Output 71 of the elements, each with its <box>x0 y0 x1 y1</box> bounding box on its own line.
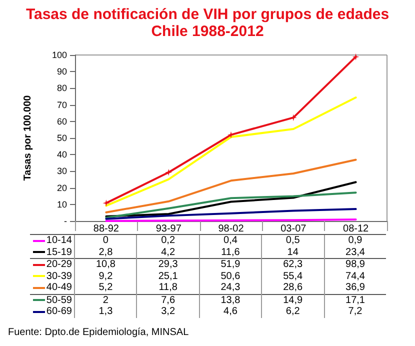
x-tick-label: 03-07 <box>280 224 307 234</box>
data-label: 62,3 <box>262 258 324 270</box>
point <box>290 114 297 122</box>
data-label: 51,9 <box>199 258 262 270</box>
data-label: 29,3 <box>136 258 200 270</box>
line-series <box>105 208 357 220</box>
data-label: 2 <box>74 294 137 306</box>
legend-label: 40-49 <box>45 282 73 294</box>
data-label: 1,3 <box>74 306 137 318</box>
data-label: 2,8 <box>74 246 137 258</box>
y-tick-label: 70 <box>56 100 67 110</box>
data-label: 55,4 <box>262 270 324 282</box>
y-tick-label: 80 <box>56 83 67 94</box>
data-label: 11,6 <box>199 246 262 258</box>
data-label: 0,9 <box>324 234 386 246</box>
legend-label: 60-69 <box>45 306 73 318</box>
chart-subtitle: Chile 1988-2012 <box>151 23 264 40</box>
y-tick-label: 10 <box>56 199 67 210</box>
legend-label: 15-19 <box>45 246 73 258</box>
x-tick-label: 98-02 <box>218 224 244 234</box>
source-note: Fuente: Dpto.de Epidemiología, MINSAL <box>8 327 189 338</box>
data-label: 0 <box>74 234 137 246</box>
data-label: 23,4 <box>324 246 386 258</box>
point <box>228 131 234 138</box>
data-label: 98,9 <box>324 258 386 270</box>
x-tick-label: 88-92 <box>93 224 120 234</box>
data-label: 6,2 <box>262 306 324 318</box>
data-label: 17,1 <box>324 294 386 306</box>
data-label: 74,4 <box>324 270 386 282</box>
data-label: 0,2 <box>136 234 200 246</box>
line-series <box>105 181 357 218</box>
legend-label: 30-39 <box>45 270 73 282</box>
data-label: 3,2 <box>136 306 200 318</box>
data-label: 7,2 <box>324 306 386 318</box>
data-label: 4,2 <box>136 246 200 258</box>
x-tick-label: 08-12 <box>343 224 370 234</box>
point <box>352 53 360 60</box>
point <box>102 200 110 207</box>
x-tick-label: 93-97 <box>156 224 182 234</box>
data-label: 28,6 <box>262 282 324 294</box>
data-label: 10,8 <box>74 258 137 270</box>
data-label: 24,3 <box>199 282 262 294</box>
legend-label: 20-29 <box>30 258 74 270</box>
legend-label: 10-14 <box>30 234 74 246</box>
y-axis-title: Tasas por 100.000 <box>22 94 34 181</box>
data-label: 14,9 <box>262 294 324 306</box>
y-tick-label: 30 <box>56 166 67 176</box>
data-label: 0,4 <box>199 234 262 246</box>
y-tick-label: 100 <box>52 50 67 60</box>
data-label: 9,2 <box>74 270 137 282</box>
y-tick-label: 40 <box>56 150 67 160</box>
data-label: 25,1 <box>136 270 200 282</box>
point <box>165 168 172 176</box>
line-series <box>105 158 357 214</box>
y-tick-label: 20 <box>56 182 67 193</box>
y-tick-label: 50 <box>56 133 67 143</box>
line-series <box>105 192 357 219</box>
chart-title: Tasas de notificación de VIH por grupos de edades <box>26 6 390 23</box>
data-label: 50,6 <box>199 270 262 282</box>
y-tick-label: 90 <box>56 66 67 77</box>
data-label: 0,5 <box>262 234 324 246</box>
data-label: 4,6 <box>199 306 262 318</box>
data-label: 13,8 <box>199 294 262 306</box>
data-label: 7,6 <box>136 294 200 306</box>
y-tick-label: 60 <box>56 116 67 126</box>
legend-label: 50-59 <box>30 294 74 306</box>
y-tick-label: - <box>64 216 67 226</box>
data-label: 5,2 <box>74 282 137 294</box>
data-label: 14 <box>262 246 324 258</box>
data-label: 11,8 <box>136 282 200 294</box>
data-label: 36,9 <box>324 282 386 294</box>
